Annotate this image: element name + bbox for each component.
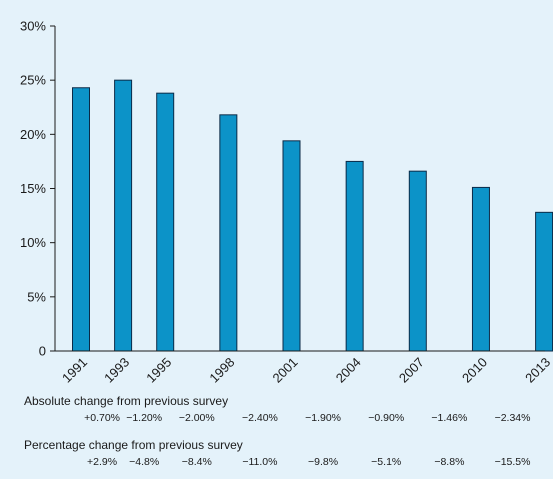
y-tick-label: 25%	[20, 73, 46, 88]
change-value: −4.8%	[129, 456, 160, 468]
bar-2013	[535, 211, 553, 352]
bars	[72, 79, 553, 352]
bar-1998	[219, 114, 238, 352]
change-value: −8.4%	[181, 456, 212, 468]
change-value: −9.8%	[308, 456, 339, 468]
bar-2007	[408, 170, 427, 352]
y-tick-label: 30%	[20, 19, 46, 34]
y-tick-label: 0	[39, 344, 46, 359]
change-value: −1.90%	[305, 412, 342, 424]
bar-2004	[345, 160, 364, 352]
x-tick-label: 2004	[333, 355, 364, 386]
change-value: −2.40%	[241, 412, 278, 424]
x-tick-label: 1995	[143, 355, 174, 386]
y-tick-label: 15%	[20, 181, 46, 196]
change-value: +2.9%	[87, 456, 118, 468]
change-value: −0.90%	[368, 412, 405, 424]
change-value: +0.70%	[84, 412, 120, 424]
x-tick-label: 1991	[59, 355, 90, 386]
x-tick-label: 1998	[206, 355, 237, 386]
y-axis: 0 5% 10% 15% 20% 25% 30%	[20, 19, 56, 359]
bar-1995	[156, 92, 175, 352]
change-value: −1.20%	[126, 412, 163, 424]
x-tick-label: 2013	[522, 355, 553, 386]
change-value: −5.1%	[371, 456, 402, 468]
bar-1993	[114, 79, 133, 352]
change-value: −15.5%	[494, 456, 531, 468]
bar-chart: 0 5% 10% 15% 20% 25% 30% 1991 1993 1995 1998 2001 2…	[20, 19, 553, 386]
y-tick-label: 10%	[20, 235, 46, 250]
change-value: −8.8%	[434, 456, 465, 468]
change-value: −2.00%	[178, 412, 215, 424]
bar-1991	[72, 87, 90, 352]
bar-2010	[471, 186, 490, 352]
change-value: −11.0%	[242, 456, 278, 468]
x-tick-label: 2001	[270, 355, 301, 386]
absolute-change-title: Absolute change from previous survey	[24, 394, 229, 408]
y-tick-label: 5%	[27, 289, 46, 304]
x-tick-label: 1993	[101, 355, 132, 386]
percentage-change-title: Percentage change from previous survey	[24, 438, 243, 452]
y-tick-label: 20%	[20, 127, 46, 142]
x-axis: 1991 1993 1995 1998 2001 2004 2007 2010 2013	[55, 350, 553, 386]
x-tick-label: 2007	[396, 355, 427, 386]
change-value: −1.46%	[431, 412, 468, 424]
change-value: −2.34%	[494, 412, 531, 424]
bar-2001	[282, 140, 301, 352]
x-tick-label: 2010	[459, 355, 490, 386]
